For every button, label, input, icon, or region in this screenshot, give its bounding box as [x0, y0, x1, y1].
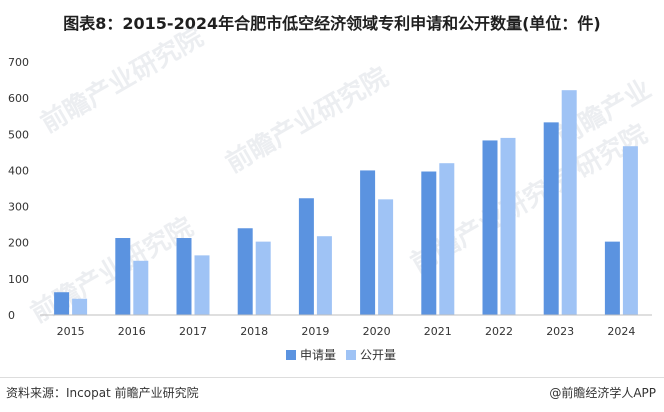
bar-apply-2022 [482, 140, 498, 315]
x-tick-label-2024: 2024 [607, 325, 635, 338]
y-tick-label: 400 [8, 164, 29, 177]
x-tick-label-2018: 2018 [240, 325, 268, 338]
bar-apply-2019 [298, 198, 314, 315]
bar-publish-2023 [561, 90, 577, 315]
y-tick-label: 100 [8, 273, 29, 286]
bar-publish-2017 [194, 255, 210, 315]
bar-apply-2018 [237, 228, 253, 315]
y-tick-label: 300 [8, 201, 29, 214]
legend-label-apply: 申请量 [300, 348, 336, 362]
source-note: 资料来源：Incopat 前瞻产业研究院 [6, 386, 199, 400]
chart-title: 图表8：2015-2024年合肥市低空经济领域专利申请和公开数量(单位：件) [63, 14, 601, 33]
bar-apply-2023 [543, 122, 559, 315]
bar-publish-2018 [255, 241, 271, 315]
y-axis: 0 100 200 300 400 500 600 700 [8, 56, 29, 322]
x-tick-label-2020: 2020 [363, 325, 391, 338]
bars [54, 90, 638, 315]
legend-swatch-publish [346, 350, 356, 360]
y-tick-label: 600 [8, 92, 29, 105]
legend-label-publish: 公开量 [360, 348, 396, 362]
x-tick-label-2019: 2019 [301, 325, 329, 338]
x-tick-label-2021: 2021 [424, 325, 452, 338]
bar-publish-2021 [439, 163, 455, 315]
footer-divider [0, 377, 664, 378]
bar-publish-2019 [316, 236, 332, 315]
brand-note: @前瞻经济学人APP [549, 386, 656, 400]
bar-publish-2016 [133, 260, 149, 315]
bar-publish-2015 [72, 298, 88, 315]
x-tick-label-2015: 2015 [57, 325, 85, 338]
y-tick-label: 500 [8, 128, 29, 141]
x-tick-label-2017: 2017 [179, 325, 207, 338]
bar-apply-2015 [54, 292, 70, 315]
x-tick-label-2022: 2022 [485, 325, 513, 338]
bar-publish-2022 [500, 137, 516, 315]
bar-publish-2024 [622, 146, 638, 315]
bar-apply-2021 [421, 171, 437, 315]
bar-publish-2020 [378, 199, 394, 315]
x-tick-label-2023: 2023 [546, 325, 574, 338]
x-axis: 2015 2016 2017 2018 2019 2020 2021 2022 2023 2024 [40, 314, 652, 338]
bar-apply-2020 [360, 170, 376, 315]
bar-apply-2017 [176, 238, 192, 315]
x-tick-label-2016: 2016 [118, 325, 146, 338]
bar-apply-2024 [604, 241, 620, 315]
legend: 申请量 公开量 [286, 348, 396, 362]
bar-apply-2016 [115, 238, 131, 315]
y-tick-label: 0 [8, 309, 15, 322]
y-tick-label: 700 [8, 56, 29, 69]
legend-swatch-apply [286, 350, 296, 360]
y-tick-label: 200 [8, 237, 29, 250]
